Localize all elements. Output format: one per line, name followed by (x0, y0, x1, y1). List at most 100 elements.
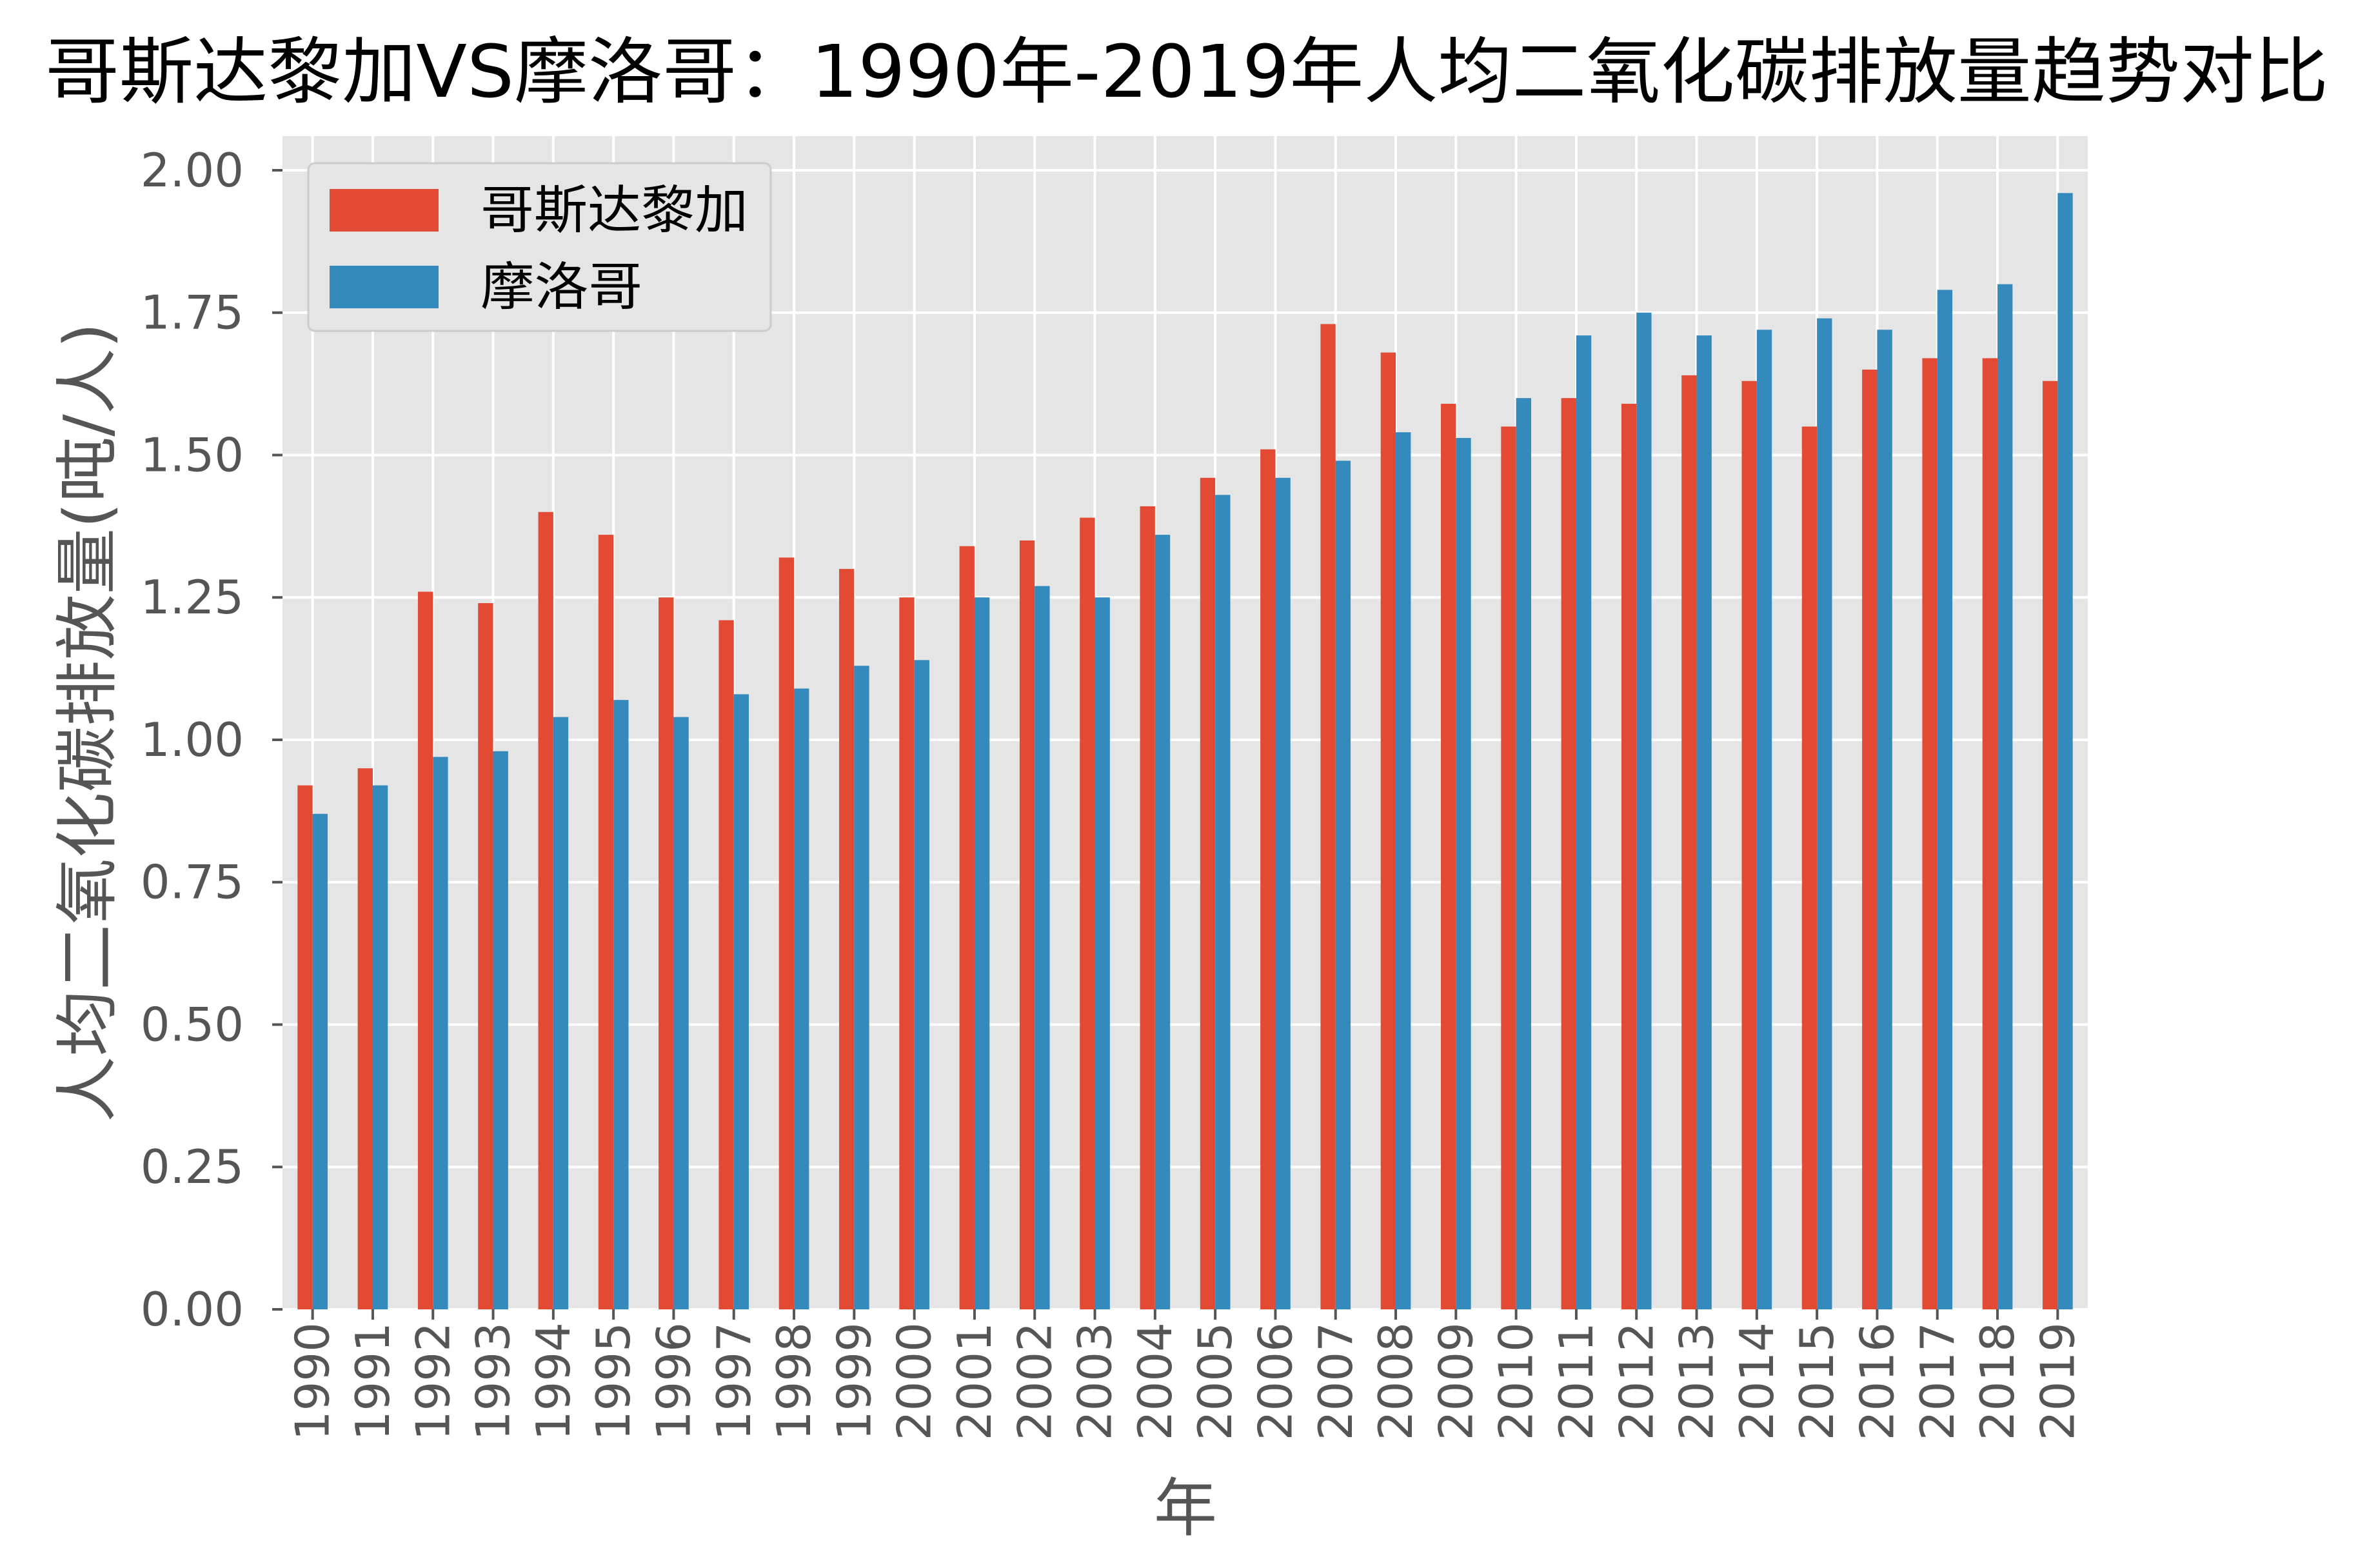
x-tick-label: 2001 (947, 1322, 1002, 1440)
y-tick-label: 0.00 (141, 1282, 244, 1336)
bar-morocco-2009 (1456, 437, 1471, 1309)
x-tick-label: 2005 (1188, 1322, 1242, 1440)
bar-costa-rica-2012 (1621, 404, 1637, 1309)
y-tick-label: 0.25 (141, 1140, 244, 1194)
x-axis-ticks: 1990 1991 1992 1993 1994 1995 1996 1997 1998 1999… (286, 1309, 2085, 1440)
y-tick-label: 1.75 (141, 286, 244, 340)
legend-patch-morocco (330, 266, 439, 308)
x-tick-label: 1993 (466, 1322, 520, 1440)
bar-morocco-2004 (1154, 535, 1171, 1309)
x-tick-label: 1997 (707, 1322, 761, 1440)
chart-title: 哥斯达黎加VS摩洛哥：1990年-2019年人均二氧化碳排放量趋势对比 (45, 30, 2328, 114)
bar-costa-rica-2006 (1260, 449, 1276, 1310)
x-tick-label: 2019 (2030, 1322, 2085, 1440)
bar-costa-rica-2017 (1922, 358, 1937, 1309)
bar-morocco-1996 (673, 717, 689, 1309)
x-tick-label: 2008 (1369, 1322, 1423, 1440)
x-axis-label: 年 (1154, 1472, 1217, 1545)
bar-costa-rica-2004 (1140, 506, 1155, 1309)
y-tick-label: 1.00 (141, 713, 244, 767)
x-tick-label: 2009 (1429, 1322, 1483, 1440)
legend-label-costa-rica: 哥斯达黎加 (481, 181, 748, 241)
y-tick-label: 1.25 (141, 570, 244, 624)
legend-label-morocco: 摩洛哥 (481, 257, 642, 317)
bar-costa-rica-2008 (1380, 352, 1396, 1309)
bar-costa-rica-2005 (1200, 477, 1216, 1309)
bar-costa-rica-1995 (598, 535, 614, 1309)
bar-costa-rica-2001 (959, 546, 975, 1309)
bar-morocco-2016 (1877, 330, 1892, 1310)
bar-costa-rica-2015 (1801, 426, 1818, 1309)
bar-costa-rica-2009 (1441, 404, 1456, 1309)
x-tick-label: 1998 (767, 1322, 821, 1440)
bar-costa-rica-2016 (1862, 370, 1877, 1310)
bar-costa-rica-2014 (1741, 381, 1757, 1310)
bar-costa-rica-1998 (778, 557, 795, 1309)
bar-morocco-1998 (794, 688, 809, 1309)
bar-morocco-1993 (493, 751, 508, 1309)
x-tick-label: 1991 (346, 1322, 400, 1440)
bar-morocco-2000 (914, 660, 929, 1309)
y-tick-label: 1.50 (141, 428, 244, 482)
bar-morocco-2001 (974, 597, 990, 1310)
y-tick-label: 2.00 (141, 143, 244, 197)
bar-morocco-2008 (1396, 432, 1411, 1309)
bar-costa-rica-2010 (1501, 426, 1516, 1309)
bar-morocco-2013 (1696, 335, 1712, 1309)
x-tick-label: 2010 (1489, 1322, 1543, 1440)
x-tick-label: 1995 (586, 1322, 640, 1440)
bar-morocco-2003 (1095, 597, 1110, 1310)
bar-morocco-2002 (1035, 586, 1050, 1310)
bar-costa-rica-1993 (478, 603, 493, 1310)
x-tick-label: 2014 (1730, 1322, 1784, 1440)
x-tick-label: 1992 (406, 1322, 460, 1440)
bar-costa-rica-1996 (659, 597, 674, 1310)
bar-morocco-2011 (1576, 335, 1592, 1309)
bar-costa-rica-1994 (538, 511, 553, 1310)
bar-costa-rica-1990 (297, 785, 313, 1309)
bar-costa-rica-1992 (417, 591, 433, 1310)
bar-morocco-2010 (1516, 398, 1531, 1309)
bar-costa-rica-2019 (2043, 381, 2058, 1310)
y-axis-label: 人均二氧化碳排放量(吨/人) (51, 323, 124, 1122)
bar-costa-rica-1991 (357, 768, 373, 1309)
bar-morocco-2007 (1335, 461, 1351, 1309)
bar-morocco-1999 (854, 666, 869, 1309)
x-tick-label: 2007 (1309, 1322, 1363, 1440)
bar-costa-rica-2013 (1681, 375, 1697, 1310)
legend-patch-costa-rica (330, 189, 439, 232)
x-tick-label: 2016 (1850, 1322, 1904, 1440)
x-tick-label: 2011 (1549, 1322, 1603, 1440)
bar-costa-rica-2018 (1982, 358, 1998, 1309)
y-tick-label: 0.75 (141, 855, 244, 909)
bar-morocco-2019 (2057, 193, 2073, 1309)
x-tick-label: 1999 (827, 1322, 881, 1440)
bar-costa-rica-2002 (1019, 540, 1035, 1309)
bar-morocco-2014 (1756, 330, 1772, 1310)
bar-costa-rica-1997 (718, 620, 734, 1309)
x-tick-label: 2017 (1910, 1322, 1965, 1440)
bar-morocco-2015 (1817, 318, 1832, 1309)
bar-morocco-1990 (312, 813, 328, 1309)
x-tick-label: 2002 (1007, 1322, 1062, 1440)
y-tick-label: 0.50 (141, 997, 244, 1051)
bar-morocco-1994 (553, 717, 569, 1309)
x-tick-label: 2003 (1068, 1322, 1122, 1440)
bar-morocco-2005 (1215, 495, 1231, 1309)
x-tick-label: 2015 (1790, 1322, 1844, 1440)
bar-morocco-2017 (1937, 290, 1953, 1310)
y-axis-ticks: 0.00 0.25 0.50 0.75 1.00 1.25 1.50 1.75 2.00 (141, 143, 282, 1336)
x-tick-label: 2013 (1670, 1322, 1724, 1440)
bar-morocco-1991 (372, 785, 388, 1309)
bar-morocco-1997 (733, 694, 749, 1309)
legend: 哥斯达黎加 摩洛哥 (307, 162, 772, 332)
bar-morocco-1992 (433, 757, 448, 1309)
bar-costa-rica-1999 (839, 569, 855, 1309)
bar-morocco-1995 (613, 700, 629, 1309)
x-tick-label: 2000 (887, 1322, 942, 1440)
x-tick-label: 1990 (286, 1322, 340, 1440)
x-tick-label: 2006 (1248, 1322, 1302, 1440)
x-tick-label: 2018 (1970, 1322, 2025, 1440)
bar-costa-rica-2003 (1080, 517, 1095, 1310)
